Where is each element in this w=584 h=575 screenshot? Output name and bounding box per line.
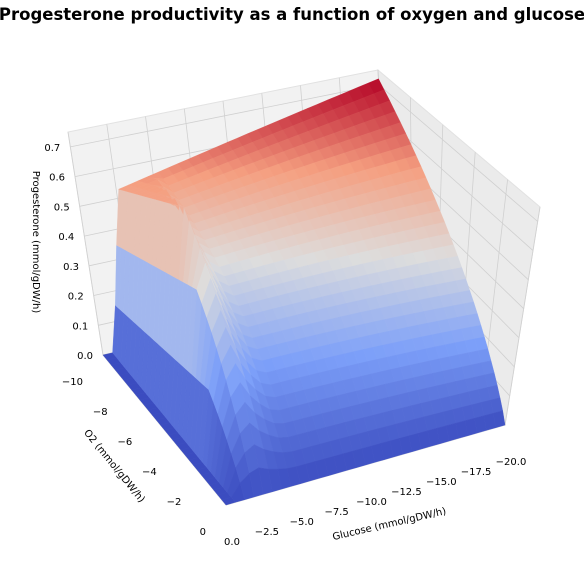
z-tick-label: 0.1 [72, 321, 88, 332]
y-tick-label: 0 [200, 527, 206, 538]
tick-labels: 0.0−2.5−5.0−7.5−10.0−12.5−15.0−17.5−20.0… [44, 143, 526, 548]
z-tick-label: 0.5 [54, 202, 70, 213]
x-tick-label: 0.0 [224, 537, 240, 548]
x-tick-label: −2.5 [255, 527, 279, 538]
y-tick-label: −6 [117, 437, 132, 448]
x-tick-label: −20.0 [496, 457, 527, 468]
y-tick-label: −2 [167, 497, 182, 508]
surface-patch [493, 410, 506, 428]
x-tick-label: −15.0 [426, 477, 457, 488]
y-axis-label: O2 (mmol/gDW/h) [81, 428, 147, 505]
x-tick-label: −10.0 [356, 497, 387, 508]
x-axis-label: Glucose (mmol/gDW/h) [332, 506, 448, 543]
y-tick-label: −10 [62, 377, 83, 388]
x-tick-label: −7.5 [324, 507, 348, 518]
x-tick-label: −12.5 [391, 487, 422, 498]
y-tick-label: −8 [93, 407, 108, 418]
z-tick-label: 0.7 [44, 143, 60, 154]
z-axis-label: Progesterone (mmol/gDW/h) [30, 171, 41, 314]
surface [102, 78, 506, 506]
z-tick-label: 0.4 [58, 232, 74, 243]
z-tick-label: 0.6 [49, 173, 65, 184]
z-tick-label: 0.3 [63, 262, 79, 273]
chart-title: Progesterone productivity as a function … [0, 5, 584, 24]
z-tick-label: 0.2 [68, 292, 84, 303]
y-tick-label: −4 [142, 467, 157, 478]
x-tick-label: −5.0 [290, 517, 314, 528]
z-tick-label: 0.0 [77, 351, 93, 362]
x-tick-label: −17.5 [461, 467, 492, 478]
